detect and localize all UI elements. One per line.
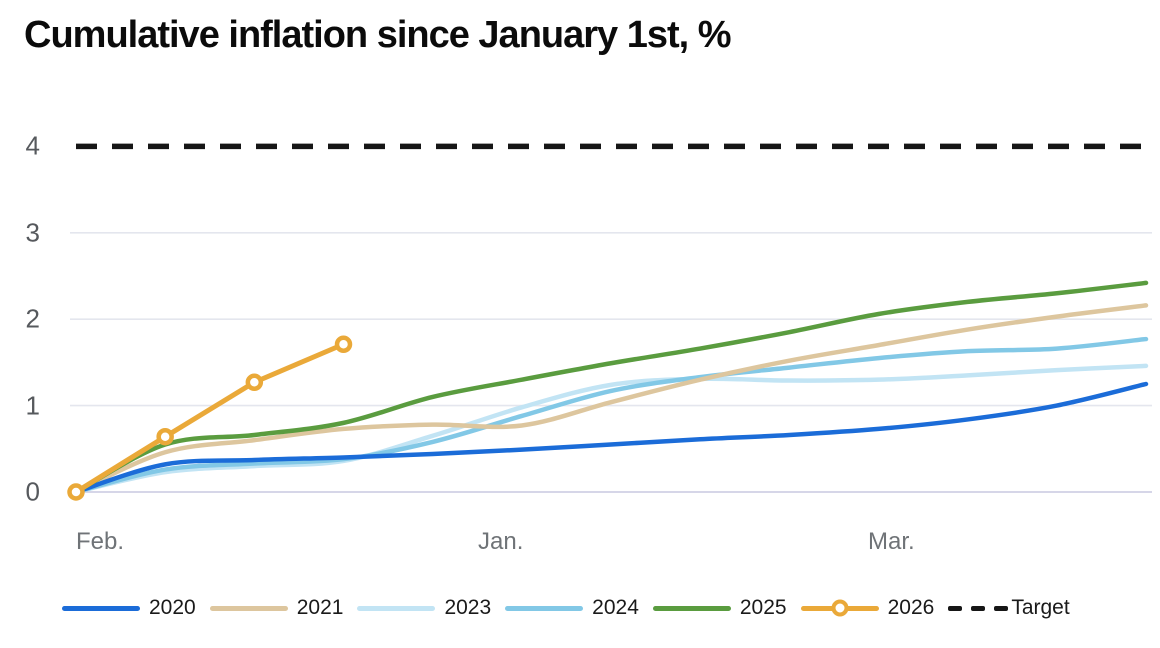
legend-item-2026: 2026 xyxy=(800,596,935,620)
y-tick-label-3: 3 xyxy=(25,217,40,248)
legend-swatch-2021 xyxy=(209,605,288,611)
legend-swatch-2025 xyxy=(652,605,731,611)
legend-label-2020: 2020 xyxy=(149,596,196,619)
series-line-2020 xyxy=(73,381,1149,495)
legend-item-2025: 2025 xyxy=(652,596,787,620)
legend-item-2023: 2023 xyxy=(357,596,491,620)
legend-item-2024: 2024 xyxy=(505,596,639,620)
legend-label-2024: 2024 xyxy=(592,596,639,619)
series-line-2021 xyxy=(73,303,1149,495)
y-tick-label-4: 4 xyxy=(25,130,40,161)
series-marker-2026 xyxy=(156,427,174,446)
x-tick-label-jan: Jan. xyxy=(478,528,524,555)
series-line-2023 xyxy=(73,363,1149,495)
y-tick-label-1: 1 xyxy=(25,390,40,421)
legend-item-target: Target xyxy=(948,596,1070,620)
legend: 2020 2021 2023 2024 2025 2026 Target xyxy=(62,596,1070,620)
legend-label-2021: 2021 xyxy=(296,596,344,619)
legend-label-2023: 2023 xyxy=(444,596,492,619)
series-marker-2026 xyxy=(245,373,264,392)
legend-label-2025: 2025 xyxy=(739,596,787,619)
legend-item-2021: 2021 xyxy=(209,596,344,620)
legend-swatch-2026 xyxy=(800,599,879,617)
x-tick-label-mar: Mar. xyxy=(868,528,915,555)
legend-label-target: Target xyxy=(1011,596,1070,619)
series-marker-2026 xyxy=(334,335,353,354)
chart-title: Cumulative inflation since January 1st, … xyxy=(24,14,732,56)
legend-swatch-2024 xyxy=(505,605,584,611)
y-tick-label-2: 2 xyxy=(25,303,40,334)
legend-swatch-dashed xyxy=(948,605,1009,611)
x-tick-label-feb: Feb. xyxy=(76,528,125,555)
series-line-2026 xyxy=(73,341,346,495)
legend-swatch-2023 xyxy=(357,605,436,611)
series-marker-2026 xyxy=(67,483,85,501)
series-line-2024 xyxy=(73,336,1149,495)
y-tick-label-0: 0 xyxy=(25,476,40,507)
legend-marker-ring xyxy=(831,599,849,617)
legend-label-2026: 2026 xyxy=(887,596,935,619)
legend-item-2020: 2020 xyxy=(62,596,196,620)
legend-swatch-2020 xyxy=(62,605,140,611)
series-line-2025 xyxy=(73,280,1149,495)
